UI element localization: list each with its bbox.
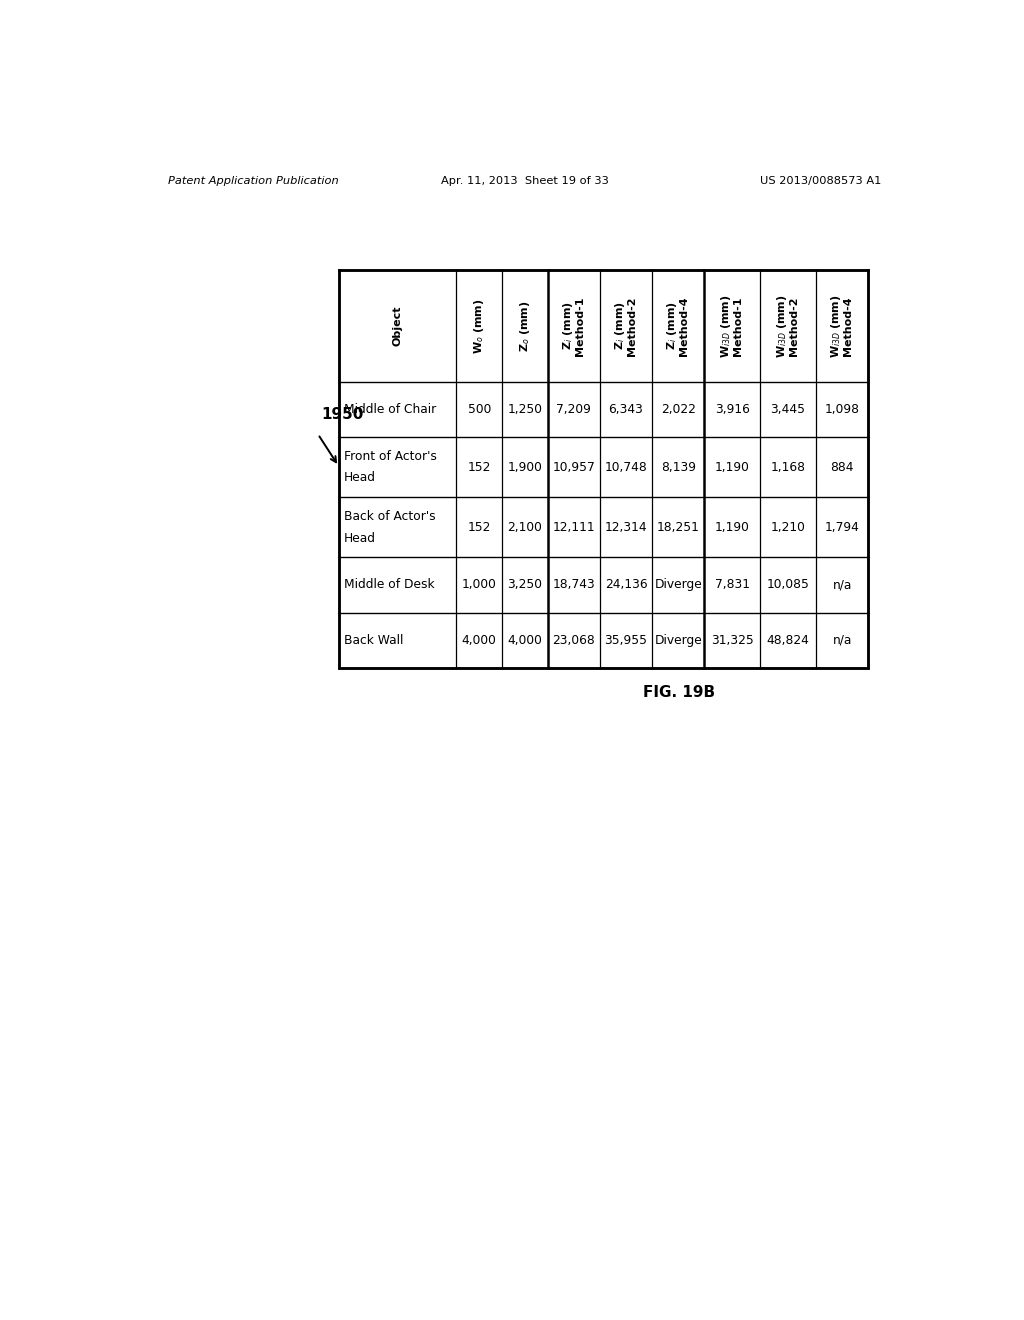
- Text: 10,748: 10,748: [604, 461, 647, 474]
- Text: 3,250: 3,250: [508, 578, 543, 591]
- Text: W$_o$ (mm): W$_o$ (mm): [472, 298, 486, 354]
- Text: 152: 152: [468, 520, 490, 533]
- Text: 18,251: 18,251: [656, 520, 699, 533]
- Bar: [339, 271, 868, 668]
- Text: 31,325: 31,325: [711, 634, 754, 647]
- Text: 1,000: 1,000: [462, 578, 497, 591]
- Text: 35,955: 35,955: [604, 634, 647, 647]
- Text: Method-1: Method-1: [733, 296, 743, 355]
- Text: FIG. 19B: FIG. 19B: [643, 685, 716, 700]
- Text: 23,068: 23,068: [553, 634, 595, 647]
- Text: 1,794: 1,794: [824, 520, 859, 533]
- Text: 4,000: 4,000: [508, 634, 543, 647]
- Text: 1,190: 1,190: [715, 461, 750, 474]
- Text: 7,831: 7,831: [715, 578, 750, 591]
- Text: 1,210: 1,210: [771, 520, 806, 533]
- Text: 1,098: 1,098: [824, 403, 859, 416]
- Text: W$_{i3D}$ (mm): W$_{i3D}$ (mm): [829, 294, 844, 358]
- Text: 12,111: 12,111: [553, 520, 595, 533]
- Text: Diverge: Diverge: [654, 578, 702, 591]
- Text: Object: Object: [392, 306, 402, 346]
- Text: 3,445: 3,445: [770, 403, 806, 416]
- Text: Patent Application Publication: Patent Application Publication: [168, 176, 339, 186]
- Text: US 2013/0088573 A1: US 2013/0088573 A1: [760, 176, 882, 186]
- Text: 2,022: 2,022: [660, 403, 695, 416]
- Text: 884: 884: [830, 461, 854, 474]
- Text: 7,209: 7,209: [556, 403, 591, 416]
- Text: W$_{i3D}$ (mm): W$_{i3D}$ (mm): [719, 294, 733, 358]
- Text: Z$_i$ (mm): Z$_i$ (mm): [666, 301, 679, 350]
- Text: Z$_i$ (mm): Z$_i$ (mm): [561, 301, 575, 350]
- Text: 12,314: 12,314: [605, 520, 647, 533]
- Text: 1950: 1950: [322, 407, 365, 422]
- Text: 4,000: 4,000: [462, 634, 497, 647]
- Text: 3,916: 3,916: [715, 403, 750, 416]
- Text: W$_{i3D}$ (mm): W$_{i3D}$ (mm): [775, 294, 788, 358]
- Text: 10,085: 10,085: [767, 578, 810, 591]
- Text: 1,250: 1,250: [508, 403, 543, 416]
- Text: Diverge: Diverge: [654, 634, 702, 647]
- Text: Back of Actor's: Back of Actor's: [344, 510, 436, 523]
- Text: Middle of Chair: Middle of Chair: [344, 403, 436, 416]
- Text: n/a: n/a: [833, 578, 852, 591]
- Text: Apr. 11, 2013  Sheet 19 of 33: Apr. 11, 2013 Sheet 19 of 33: [441, 176, 608, 186]
- Text: 1,900: 1,900: [508, 461, 543, 474]
- Text: 500: 500: [468, 403, 490, 416]
- Text: Middle of Desk: Middle of Desk: [344, 578, 435, 591]
- Text: 1,190: 1,190: [715, 520, 750, 533]
- Text: Method-4: Method-4: [679, 296, 689, 355]
- Text: Head: Head: [344, 471, 376, 484]
- Text: 152: 152: [468, 461, 490, 474]
- Text: 18,743: 18,743: [553, 578, 595, 591]
- Text: 48,824: 48,824: [767, 634, 810, 647]
- Text: Head: Head: [344, 532, 376, 545]
- Text: Method-1: Method-1: [574, 296, 585, 355]
- Text: 2,100: 2,100: [508, 520, 543, 533]
- Text: n/a: n/a: [833, 634, 852, 647]
- Text: Back Wall: Back Wall: [344, 634, 403, 647]
- Text: 24,136: 24,136: [605, 578, 647, 591]
- Text: 10,957: 10,957: [553, 461, 595, 474]
- Text: Front of Actor's: Front of Actor's: [344, 450, 437, 463]
- Text: 8,139: 8,139: [660, 461, 695, 474]
- Text: 6,343: 6,343: [608, 403, 643, 416]
- Text: Method-4: Method-4: [843, 296, 853, 355]
- Text: Method-2: Method-2: [627, 296, 637, 355]
- Text: 1,168: 1,168: [770, 461, 806, 474]
- Text: Z$_o$ (mm): Z$_o$ (mm): [518, 300, 532, 351]
- Text: Z$_i$ (mm): Z$_i$ (mm): [613, 301, 628, 350]
- Text: Method-2: Method-2: [790, 296, 799, 355]
